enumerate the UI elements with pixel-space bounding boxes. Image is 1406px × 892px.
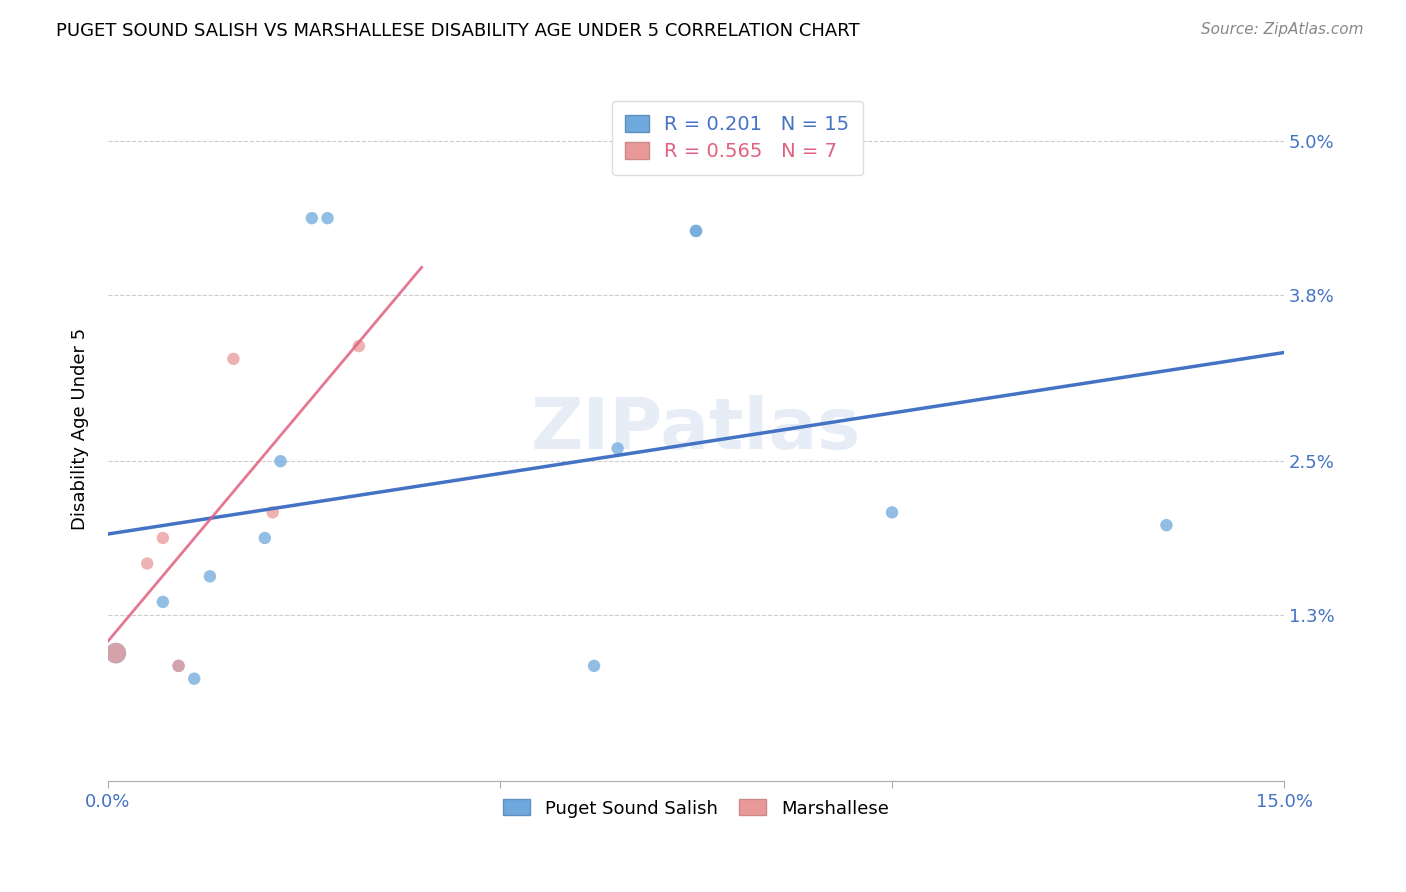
Text: PUGET SOUND SALISH VS MARSHALLESE DISABILITY AGE UNDER 5 CORRELATION CHART: PUGET SOUND SALISH VS MARSHALLESE DISABI… bbox=[56, 22, 860, 40]
Point bbox=[183, 672, 205, 686]
Point bbox=[606, 442, 628, 456]
Text: Source: ZipAtlas.com: Source: ZipAtlas.com bbox=[1201, 22, 1364, 37]
Point bbox=[583, 658, 606, 673]
Text: ZIPatlas: ZIPatlas bbox=[531, 395, 860, 464]
Point bbox=[316, 211, 339, 226]
Point bbox=[685, 224, 707, 238]
Point bbox=[222, 351, 245, 366]
Point bbox=[262, 505, 284, 519]
Point bbox=[152, 595, 174, 609]
Point bbox=[136, 557, 159, 571]
Y-axis label: Disability Age Under 5: Disability Age Under 5 bbox=[72, 328, 89, 531]
Point bbox=[301, 211, 323, 226]
Point bbox=[104, 646, 127, 660]
Point bbox=[104, 646, 127, 660]
Point bbox=[167, 658, 190, 673]
Point bbox=[880, 505, 903, 519]
Point bbox=[269, 454, 291, 468]
Point bbox=[198, 569, 221, 583]
Point bbox=[152, 531, 174, 545]
Point bbox=[685, 224, 707, 238]
Legend: Puget Sound Salish, Marshallese: Puget Sound Salish, Marshallese bbox=[496, 792, 896, 825]
Point bbox=[167, 658, 190, 673]
Point bbox=[1156, 518, 1178, 533]
Point bbox=[347, 339, 370, 353]
Point bbox=[253, 531, 276, 545]
